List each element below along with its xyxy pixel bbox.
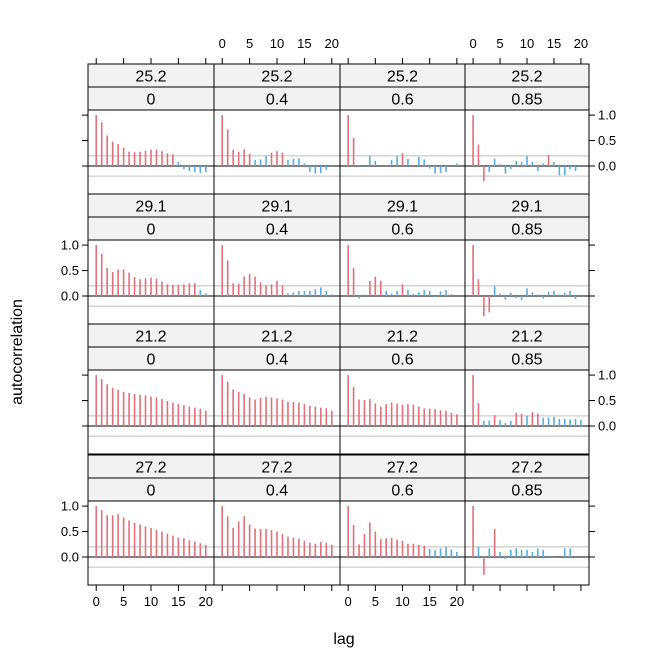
y-tick-label: 1.0 bbox=[598, 108, 616, 123]
x-tick-label: 5 bbox=[496, 36, 503, 51]
strip-group-label: 21.2 bbox=[387, 329, 418, 346]
strip-sub-label: 0.6 bbox=[391, 352, 413, 369]
panel-2-0 bbox=[88, 375, 214, 437]
panel-3-2 bbox=[340, 506, 465, 568]
x-tick-label: 5 bbox=[120, 594, 127, 609]
strip-group-label: 29.1 bbox=[261, 199, 292, 216]
panel-0-2 bbox=[340, 115, 465, 177]
panel-0-0 bbox=[88, 115, 214, 177]
strip-group-label: 25.2 bbox=[387, 69, 418, 86]
strip-sub-label: 0.85 bbox=[511, 92, 542, 109]
panel-3-1 bbox=[214, 506, 340, 568]
x-tick-label: 15 bbox=[547, 36, 561, 51]
x-tick-label: 10 bbox=[144, 594, 158, 609]
strip-sub-label: 0.4 bbox=[266, 222, 288, 239]
panel-3-0 bbox=[88, 506, 214, 568]
y-tick-label: 1.0 bbox=[61, 238, 79, 253]
x-tick-label: 5 bbox=[246, 36, 253, 51]
y-tick-label: 0.5 bbox=[61, 263, 79, 278]
x-tick-label: 0 bbox=[219, 36, 226, 51]
panel-frame bbox=[464, 109, 590, 195]
strip-group-label: 21.2 bbox=[511, 329, 542, 346]
y-tick-label: 0.5 bbox=[61, 524, 79, 539]
strip-sub-label: 0 bbox=[147, 222, 156, 239]
strip-group-label: 27.2 bbox=[387, 460, 418, 477]
strip-group-label: 29.1 bbox=[387, 199, 418, 216]
strip-group-label: 27.2 bbox=[511, 460, 542, 477]
axes-layer: 0 5 10 15 20 0 5 10 15 20 0 5 10 15 20 0 5 10 15 20 0.0 0.5 1.… bbox=[61, 36, 616, 609]
panel-1-1 bbox=[214, 245, 340, 307]
x-tick-label: 10 bbox=[395, 594, 409, 609]
panel-frame bbox=[464, 239, 590, 325]
panel-frame bbox=[339, 109, 466, 195]
strip-sub-label: 0.6 bbox=[391, 222, 413, 239]
y-tick-label: 0.0 bbox=[598, 419, 616, 434]
y-tick-label: 1.0 bbox=[598, 368, 616, 383]
y-tick-label: 0.0 bbox=[598, 159, 616, 174]
strip-sub-label: 0.6 bbox=[391, 92, 413, 109]
panel-3-3 bbox=[465, 506, 589, 575]
strip-sub-label: 0 bbox=[147, 352, 156, 369]
strips-layer: 25.2 0 25.2 0.4 25.2 0.6 25.2 0.85 29.1 0 29.1 0.4 2… bbox=[87, 63, 590, 502]
panel-frame bbox=[464, 369, 590, 455]
strip-sub-label: 0.6 bbox=[391, 483, 413, 500]
strip-group-label: 27.2 bbox=[135, 460, 166, 477]
panel-1-2 bbox=[340, 245, 465, 307]
strip-group-label: 25.2 bbox=[261, 69, 292, 86]
panel-2-3 bbox=[465, 375, 589, 437]
strip-sub-label: 0.85 bbox=[511, 483, 542, 500]
y-tick-label: 1.0 bbox=[61, 499, 79, 514]
x-tick-label: 10 bbox=[270, 36, 284, 51]
strip-group-label: 21.2 bbox=[261, 329, 292, 346]
x-tick-label: 20 bbox=[325, 36, 339, 51]
panel-0-1 bbox=[214, 115, 340, 177]
strip-group-label: 27.2 bbox=[261, 460, 292, 477]
x-tick-label: 10 bbox=[520, 36, 534, 51]
strip-sub-label: 0.85 bbox=[511, 222, 542, 239]
y-tick-label: 0.0 bbox=[61, 289, 79, 304]
strip-group-label: 25.2 bbox=[135, 69, 166, 86]
bars-layer bbox=[88, 115, 589, 575]
strip-sub-label: 0 bbox=[147, 92, 156, 109]
panel-1-0 bbox=[88, 245, 214, 307]
strip-sub-label: 0.85 bbox=[511, 352, 542, 369]
strip-group-label: 21.2 bbox=[135, 329, 166, 346]
y-tick-label: 0.5 bbox=[598, 133, 616, 148]
x-axis-title: lag bbox=[333, 631, 354, 648]
strip-group-label: 29.1 bbox=[135, 199, 166, 216]
panel-2-2 bbox=[340, 375, 465, 437]
x-tick-label: 15 bbox=[297, 36, 311, 51]
strip-sub-label: 0.4 bbox=[266, 352, 288, 369]
x-tick-label: 20 bbox=[574, 36, 588, 51]
x-tick-label: 15 bbox=[422, 594, 436, 609]
x-tick-label: 0 bbox=[345, 594, 352, 609]
x-tick-label: 20 bbox=[450, 594, 464, 609]
x-tick-label: 0 bbox=[469, 36, 476, 51]
panel-2-1 bbox=[214, 375, 340, 437]
x-tick-label: 5 bbox=[372, 594, 379, 609]
y-tick-label: 0.0 bbox=[61, 550, 79, 565]
panel-0-3 bbox=[465, 115, 589, 182]
panel-1-3 bbox=[465, 245, 589, 317]
strip-sub-label: 0 bbox=[147, 483, 156, 500]
x-tick-label: 20 bbox=[199, 594, 213, 609]
strip-sub-label: 0.4 bbox=[266, 92, 288, 109]
x-tick-label: 15 bbox=[171, 594, 185, 609]
strip-group-label: 25.2 bbox=[511, 69, 542, 86]
y-tick-label: 0.5 bbox=[598, 393, 616, 408]
strip-group-label: 29.1 bbox=[511, 199, 542, 216]
strip-sub-label: 0.4 bbox=[266, 483, 288, 500]
x-tick-label: 0 bbox=[93, 594, 100, 609]
panel-frame bbox=[339, 239, 466, 325]
y-axis-title: autocorrelation bbox=[9, 299, 26, 405]
